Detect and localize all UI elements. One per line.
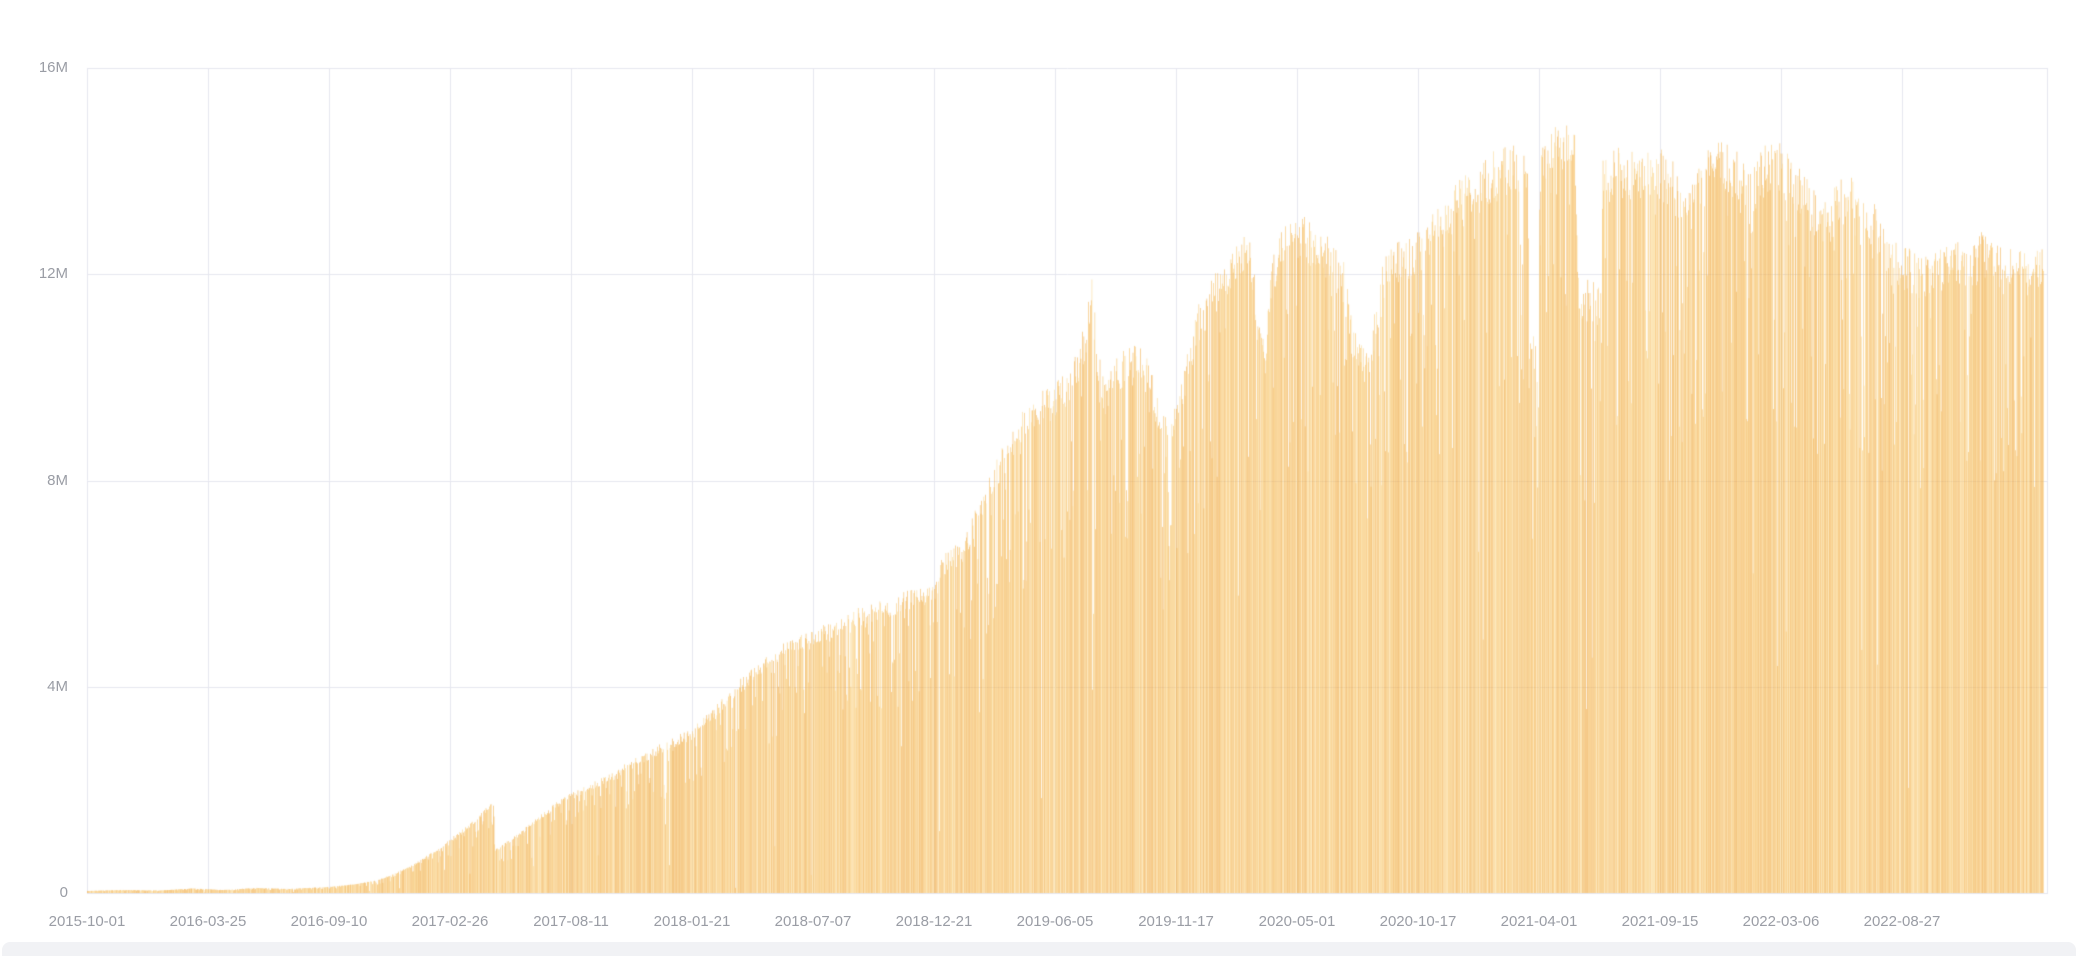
y-tick-label: 0 bbox=[59, 884, 68, 901]
x-tick-label: 2019-11-17 bbox=[1138, 913, 1214, 930]
x-tick-label: 2016-03-25 bbox=[169, 913, 247, 930]
x-tick-label: 2022-03-06 bbox=[1742, 913, 1820, 930]
x-tick-label: 2016-09-10 bbox=[290, 913, 368, 930]
y-tick-label: 16M bbox=[38, 59, 68, 76]
x-tick-label: 2019-06-05 bbox=[1016, 913, 1094, 930]
x-tick-label: 2021-09-15 bbox=[1621, 913, 1699, 930]
next-panel-edge bbox=[2, 942, 2076, 956]
y-tick-label: 4M bbox=[47, 677, 68, 695]
x-tick-label: 2020-05-01 bbox=[1258, 913, 1336, 930]
y-tick-label: 8M bbox=[47, 471, 68, 489]
x-tick-label: 2018-01-21 bbox=[653, 913, 731, 930]
x-tick-label: 2017-02-26 bbox=[411, 913, 489, 930]
x-tick-label: 2021-04-01 bbox=[1500, 913, 1578, 930]
y-tick-label: 12M bbox=[38, 265, 68, 283]
x-tick-label: 2018-07-07 bbox=[774, 913, 852, 930]
x-tick-label: 2018-12-21 bbox=[895, 913, 973, 930]
x-tick-label: 2020-10-17 bbox=[1379, 913, 1457, 930]
x-tick-label: 2017-08-11 bbox=[533, 913, 609, 930]
x-tick-label: 2022-08-27 bbox=[1863, 913, 1941, 930]
x-tick-label: 2015-10-01 bbox=[48, 913, 126, 930]
